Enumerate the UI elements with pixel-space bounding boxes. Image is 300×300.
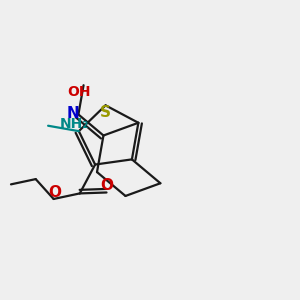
Text: O: O — [100, 178, 113, 194]
Text: N: N — [67, 106, 80, 122]
Text: O: O — [49, 185, 62, 200]
Text: S: S — [100, 105, 111, 120]
Text: NH₂: NH₂ — [59, 117, 88, 131]
Text: OH: OH — [68, 85, 91, 99]
